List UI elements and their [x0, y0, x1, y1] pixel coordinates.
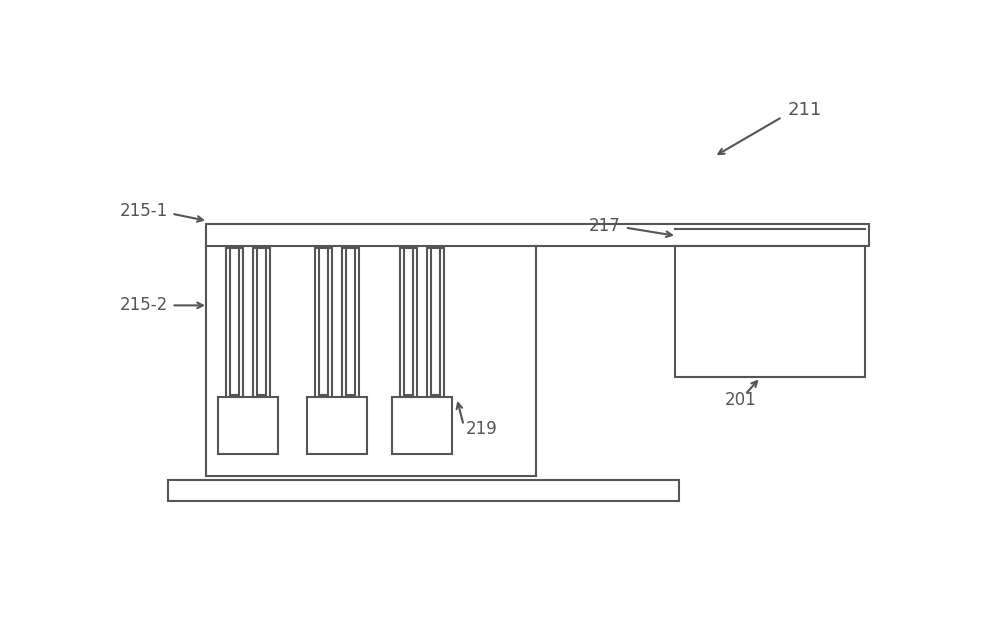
Text: 211: 211	[788, 100, 822, 118]
Bar	[253, 249, 270, 397]
Bar	[346, 249, 355, 395]
Bar	[230, 249, 239, 395]
Text: 215-2: 215-2	[119, 296, 168, 314]
Bar	[315, 249, 332, 397]
Text: 215-1: 215-1	[119, 202, 168, 220]
Bar	[675, 246, 865, 377]
Bar	[404, 249, 413, 395]
Bar	[319, 249, 328, 395]
Bar	[431, 249, 440, 395]
Bar	[206, 223, 869, 246]
Bar	[257, 249, 266, 395]
Bar	[342, 249, 359, 397]
Text: 217: 217	[589, 217, 621, 235]
Bar	[307, 397, 367, 454]
Bar	[392, 397, 452, 454]
Bar	[400, 249, 417, 397]
Bar	[218, 397, 278, 454]
Bar	[427, 249, 444, 397]
Bar	[168, 480, 679, 501]
Text: 201: 201	[725, 391, 757, 408]
Bar	[226, 249, 243, 397]
Text: 219: 219	[466, 421, 498, 439]
